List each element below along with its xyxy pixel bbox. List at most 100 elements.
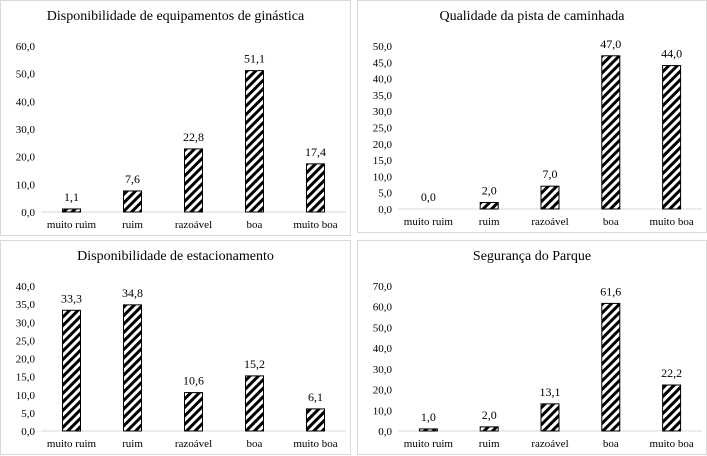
y-tick-label: 30,0 [373, 106, 393, 118]
data-label: 7,0 [543, 167, 558, 181]
y-tick-label: 25,0 [16, 335, 36, 347]
y-tick-label: 0,0 [378, 426, 392, 438]
bar-muito-ruim [418, 428, 438, 432]
y-tick-label: 20,0 [373, 139, 393, 151]
bar-razoável [540, 185, 560, 210]
bar-razoável [540, 403, 560, 432]
data-label: 17,4 [305, 145, 326, 159]
y-tick-label: 10,0 [16, 179, 36, 191]
y-tick-label: 5,0 [378, 188, 392, 200]
chart-equipamentos: Disponibilidade de equipamentos de ginás… [0, 0, 351, 236]
y-tick-label: 40,0 [373, 343, 393, 355]
bar-muito-ruim [62, 208, 81, 213]
x-tick-label: muito boa [649, 438, 693, 450]
y-tick-label: 60,0 [373, 302, 393, 314]
x-tick-label: muito ruim [404, 438, 454, 450]
data-label: 10,6 [183, 374, 204, 388]
y-tick-label: 45,0 [373, 57, 393, 69]
bar-muito-boa [662, 65, 682, 210]
x-tick-label: ruim [122, 438, 143, 450]
chart-estacionamento: Disponibilidade de estacionamento 0,0 5,0 1… [0, 240, 351, 455]
data-label: 1,0 [421, 410, 436, 424]
data-label: 15,2 [244, 357, 265, 371]
x-tick-label: boa [247, 219, 263, 231]
data-label: 0,0 [421, 190, 436, 204]
y-tick-label: 50,0 [16, 69, 36, 81]
bar-muito-boa [662, 384, 682, 432]
chart-title: Disponibilidade de equipamentos de ginás… [46, 9, 305, 24]
y-tick-label: 15,0 [373, 155, 393, 167]
y-tick-label: 20,0 [16, 152, 36, 164]
y-tick-label: 5,0 [21, 408, 35, 420]
data-label: 51,1 [244, 52, 265, 66]
x-tick-label: muito boa [293, 219, 337, 231]
y-tick-label: 40,0 [373, 74, 393, 86]
data-label: 2,0 [482, 408, 497, 422]
bar-boa [601, 55, 621, 210]
y-tick-label: 35,0 [16, 299, 36, 311]
bar-boa [601, 302, 621, 432]
bar-muito-boa [306, 163, 325, 213]
data-label: 22,2 [661, 366, 682, 380]
y-tick-label: 50,0 [373, 322, 393, 334]
y-tick-label: 50,0 [373, 41, 393, 53]
bar-muito-ruim [62, 309, 81, 432]
bar-ruim [479, 201, 499, 210]
chart-title: Qualidade da pista de caminhada [439, 9, 625, 24]
x-tick-label: razoável [175, 438, 212, 450]
data-label: 34,8 [122, 286, 143, 300]
x-tick-label: muito boa [649, 216, 693, 228]
x-tick-label: muito ruim [404, 216, 454, 228]
y-tick-label: 30,0 [16, 124, 36, 136]
x-tick-label: muito boa [293, 438, 337, 450]
data-label: 1,1 [64, 190, 79, 204]
bar-boa [245, 375, 264, 432]
x-tick-label: razoável [531, 438, 568, 450]
x-tick-label: ruim [122, 219, 143, 231]
y-tick-label: 40,0 [16, 96, 36, 108]
y-tick-label: 25,0 [373, 123, 393, 135]
y-tick-label: 60,0 [16, 41, 36, 53]
chart-svg: 0,0 5,0 10,0 15,0 20,0 25,0 30,0 35,0 40,0 45,0 50… [373, 37, 702, 228]
data-label: 61,6 [600, 284, 621, 298]
data-label: 47,0 [600, 37, 621, 51]
y-tick-label: 30,0 [16, 317, 36, 329]
y-tick-label: 0,0 [21, 207, 35, 219]
bar-ruim [479, 426, 499, 432]
y-tick-label: 10,0 [373, 171, 393, 183]
x-tick-label: boa [603, 216, 619, 228]
data-label: 44,0 [661, 47, 682, 61]
bar-ruim [123, 190, 142, 213]
bar-muito-boa [306, 408, 325, 432]
data-label: 2,0 [482, 183, 497, 197]
x-tick-label: boa [603, 438, 619, 450]
y-tick-label: 10,0 [373, 405, 393, 417]
data-label: 22,8 [183, 130, 204, 144]
data-label: 13,1 [540, 385, 561, 399]
x-tick-label: muito ruim [47, 438, 97, 450]
x-tick-label: ruim [479, 438, 500, 450]
chart-svg: 0,0 5,0 10,0 15,0 20,0 25,0 30,0 35,0 40,0 33,3 mu… [16, 281, 346, 450]
y-tick-label: 30,0 [373, 364, 393, 376]
data-label: 7,6 [125, 172, 140, 186]
x-tick-label: boa [247, 438, 263, 450]
y-tick-label: 40,0 [16, 281, 36, 293]
bar-razoável [184, 148, 203, 213]
chart-title: Segurança do Parque [472, 249, 592, 264]
chart-seguranca: Segurança do Parque 0,0 10,0 20,0 30,0 40,0 50… [357, 240, 707, 455]
bar-boa [245, 70, 264, 213]
y-tick-label: 70,0 [373, 281, 393, 293]
x-tick-label: razoável [175, 219, 212, 231]
y-tick-label: 0,0 [378, 204, 392, 216]
x-tick-label: muito ruim [47, 219, 97, 231]
y-tick-label: 35,0 [373, 90, 393, 102]
chart-pista: Qualidade da pista de caminhada 0,0 5,0 10,… [357, 0, 707, 233]
chart-svg: 0,0 10,0 20,0 30,0 40,0 50,0 60,0 1,1 muito ruim… [16, 41, 346, 231]
bar-razoável [184, 392, 203, 432]
x-tick-label: razoável [531, 216, 568, 228]
y-tick-label: 20,0 [16, 354, 36, 366]
y-tick-label: 20,0 [373, 385, 393, 397]
x-tick-label: ruim [479, 216, 500, 228]
chart-title: Disponibilidade de estacionamento [77, 249, 274, 264]
data-label: 33,3 [61, 291, 82, 305]
